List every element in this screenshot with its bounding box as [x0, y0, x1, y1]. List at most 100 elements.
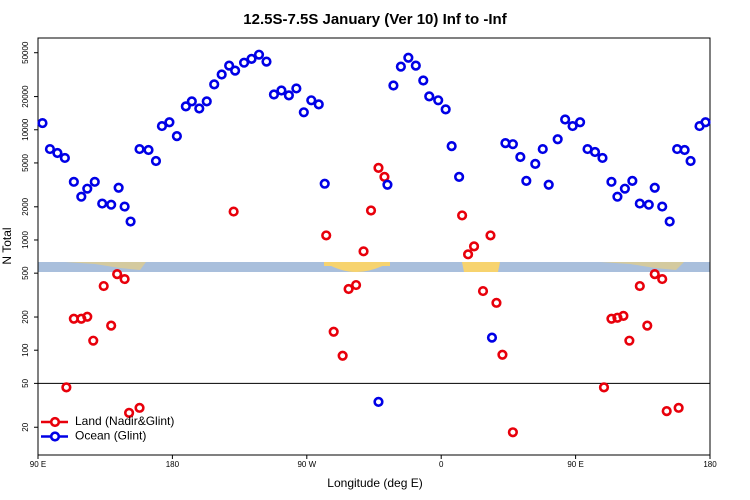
point: [123, 407, 135, 418]
point: [37, 117, 48, 129]
x-axis-label: Longitude (deg E): [327, 476, 422, 490]
point: [507, 427, 518, 438]
point: [567, 120, 578, 132]
point: [649, 182, 660, 193]
point: [624, 335, 635, 346]
point: [156, 120, 168, 132]
point: [657, 273, 668, 285]
y-tick-label: 5000: [21, 153, 30, 171]
point: [76, 191, 87, 202]
point: [373, 162, 384, 173]
point: [597, 152, 608, 164]
point: [679, 144, 690, 156]
point: [261, 56, 272, 67]
point: [143, 144, 154, 156]
point: [560, 114, 571, 125]
point: [164, 117, 175, 128]
point: [253, 49, 265, 60]
point: [627, 175, 638, 186]
point: [530, 158, 541, 170]
point: [224, 60, 235, 71]
point: [171, 131, 182, 142]
point: [446, 141, 457, 152]
point: [134, 143, 145, 155]
point: [59, 152, 70, 164]
point: [395, 61, 406, 72]
point: [268, 89, 280, 100]
point: [119, 201, 130, 212]
legend-marker: [49, 431, 61, 442]
y-axis-label: N Total: [0, 227, 14, 264]
y-tick-label: 500: [21, 266, 30, 280]
point: [418, 75, 429, 86]
point: [319, 178, 330, 189]
legend-label: Ocean (Glint): [75, 429, 146, 443]
point: [113, 182, 124, 193]
point: [365, 205, 377, 216]
point: [238, 57, 250, 68]
point: [321, 230, 332, 241]
point: [373, 396, 384, 407]
point: [685, 155, 696, 167]
point: [186, 96, 197, 107]
point: [350, 279, 362, 291]
point: [88, 335, 99, 346]
point: [106, 199, 117, 210]
point: [642, 320, 653, 331]
point: [477, 285, 489, 297]
chart-title: 12.5S-7.5S January (Ver 10) Inf to -Inf: [243, 11, 507, 28]
point: [337, 350, 348, 361]
point: [246, 53, 257, 64]
point: [552, 134, 563, 145]
point: [201, 96, 212, 107]
legend-marker: [49, 416, 61, 428]
point: [497, 349, 508, 360]
point: [673, 402, 684, 413]
surface-strip: [38, 262, 710, 272]
point: [664, 216, 675, 227]
y-tick-label: 100: [21, 343, 30, 357]
point: [598, 382, 610, 393]
x-tick-label: 90 W: [297, 460, 316, 469]
point: [403, 52, 414, 63]
point: [634, 198, 645, 209]
point: [649, 269, 660, 280]
point: [491, 297, 502, 308]
point: [507, 139, 518, 150]
point: [180, 101, 191, 112]
point: [543, 179, 554, 190]
point: [283, 90, 294, 101]
point: [454, 171, 465, 182]
point: [574, 117, 586, 128]
point: [194, 103, 205, 114]
point: [68, 176, 79, 187]
point: [612, 191, 623, 202]
point: [468, 241, 480, 252]
x-tick-label: 0: [439, 460, 444, 469]
point: [112, 269, 123, 280]
y-tick-label: 50: [21, 378, 30, 387]
point: [606, 313, 617, 324]
point: [485, 230, 496, 241]
point: [216, 69, 227, 80]
point: [276, 85, 287, 96]
point: [52, 147, 63, 159]
point: [97, 198, 108, 209]
y-tick-label: 10000: [21, 118, 30, 141]
point: [150, 155, 162, 167]
y-tick-label: 1000: [21, 231, 30, 249]
x-tick-label: 180: [703, 460, 717, 469]
point: [440, 104, 451, 115]
y-tick-label: 50000: [21, 41, 30, 64]
point: [306, 95, 317, 106]
point: [134, 402, 145, 413]
point: [661, 406, 672, 417]
point: [657, 201, 668, 212]
point: [410, 60, 421, 71]
point: [313, 99, 324, 110]
point: [230, 65, 241, 76]
point: [619, 183, 630, 194]
point: [82, 183, 93, 194]
point: [606, 176, 617, 187]
point: [379, 171, 390, 182]
